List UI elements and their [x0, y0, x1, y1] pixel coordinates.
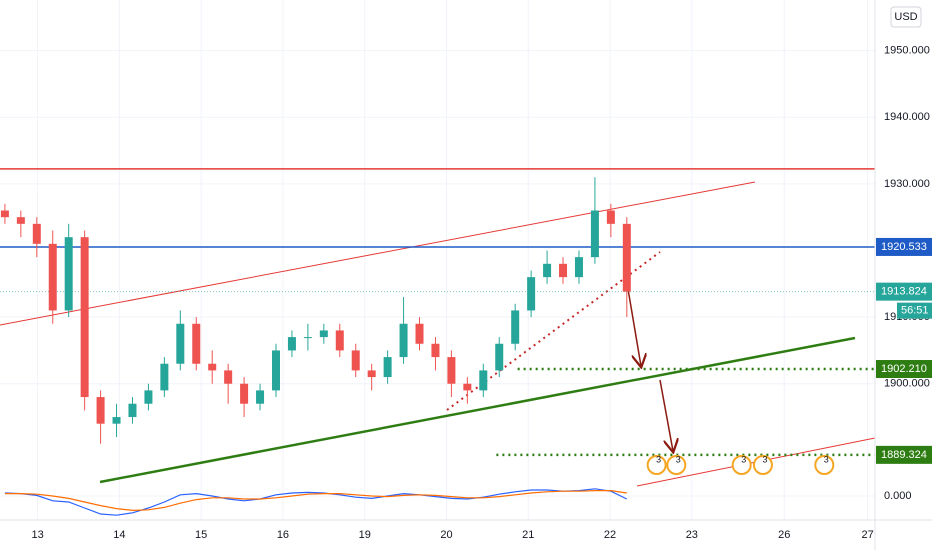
- x-tick-label: 22: [604, 529, 616, 541]
- countdown-box: [897, 302, 932, 319]
- x-tick-label: 23: [686, 529, 698, 541]
- y-tick-label: 1930.000: [884, 178, 930, 190]
- candle-body: [224, 370, 233, 384]
- x-tick-label: 14: [113, 529, 125, 541]
- price-label-box: [876, 282, 932, 301]
- candle-body: [144, 390, 153, 404]
- candle-body: [606, 210, 615, 224]
- candle-body: [0, 210, 9, 218]
- candle-body: [319, 330, 328, 338]
- candle-body: [367, 370, 376, 378]
- candle-body: [208, 363, 217, 371]
- x-tick-label: 20: [440, 529, 452, 541]
- macd-line: [4, 488, 628, 516]
- candle-body: [240, 383, 249, 404]
- candle-body: [32, 223, 41, 244]
- event-label: 3: [656, 454, 661, 464]
- x-tick-label: 13: [31, 529, 43, 541]
- channel-line: [0, 181, 756, 326]
- x-tick-label: 16: [277, 529, 289, 541]
- price-label-box: [876, 360, 932, 379]
- candle-body: [415, 323, 424, 344]
- y-tick-label: 0.000: [884, 490, 912, 502]
- price-label-box: [876, 445, 932, 464]
- candle-body: [495, 343, 504, 371]
- price-label: 1889.324: [881, 449, 927, 461]
- price-axis: [875, 0, 932, 550]
- price-label: 1913.824: [881, 286, 927, 298]
- drawings: [0, 181, 876, 487]
- candle-body: [192, 323, 201, 364]
- x-tick-label: 26: [778, 529, 790, 541]
- candle-body: [511, 310, 520, 344]
- candle-body: [559, 263, 568, 278]
- event-icon: [646, 455, 667, 475]
- candle-body: [64, 237, 73, 311]
- candle-body: [399, 323, 408, 358]
- currency-box[interactable]: [890, 6, 922, 28]
- candle-body: [543, 263, 552, 278]
- event-icon: [731, 455, 752, 475]
- price-label: 1920.533: [881, 241, 927, 253]
- event-label: 3: [741, 454, 746, 464]
- y-tick-label: 1950.000: [884, 45, 930, 57]
- candle-body: [479, 370, 488, 391]
- x-tick-label: 27: [862, 529, 874, 541]
- event-label: 3: [762, 454, 767, 464]
- price-label-box: [876, 237, 932, 256]
- candle-body: [160, 363, 169, 391]
- candle-body: [176, 323, 185, 364]
- countdown: 56:51: [901, 305, 929, 317]
- x-tick-label: 19: [359, 529, 371, 541]
- candle-body: [351, 350, 360, 371]
- x-tick-label: 15: [195, 529, 207, 541]
- event-label: 3: [824, 454, 829, 464]
- candle-body: [16, 217, 25, 224]
- arrow: [659, 379, 673, 451]
- candle-body: [431, 343, 440, 358]
- currency: USD: [894, 11, 917, 23]
- candle-body: [622, 223, 631, 292]
- candle-body: [335, 330, 344, 351]
- event-icon: [814, 455, 835, 475]
- candle-body: [256, 390, 265, 404]
- candle-body: [112, 417, 121, 424]
- candle-body: [527, 277, 536, 311]
- candle-body: [590, 210, 599, 258]
- candle-body: [287, 337, 296, 351]
- candle-body: [271, 350, 280, 391]
- candle-body: [463, 383, 472, 391]
- dotted-trend-line: [446, 251, 661, 411]
- event-icon: [666, 455, 687, 475]
- candle-body: [80, 237, 89, 398]
- x-tick-label: 21: [522, 529, 534, 541]
- y-tick-label: 1940.000: [884, 111, 930, 123]
- event-icon: [752, 455, 773, 475]
- candle-body: [303, 337, 312, 339]
- candle-body: [48, 243, 57, 311]
- price-label: 1902.210: [881, 363, 927, 375]
- signal-line: [4, 490, 627, 512]
- candle-body: [96, 397, 105, 424]
- trend-line: [99, 336, 856, 484]
- candle-body: [447, 357, 456, 384]
- y-tick-label: 1900.000: [884, 378, 930, 390]
- candle-body: [128, 403, 137, 418]
- candle-body: [383, 357, 392, 378]
- arrow: [626, 282, 641, 366]
- event-label: 3: [676, 454, 681, 464]
- candle-body: [574, 257, 583, 278]
